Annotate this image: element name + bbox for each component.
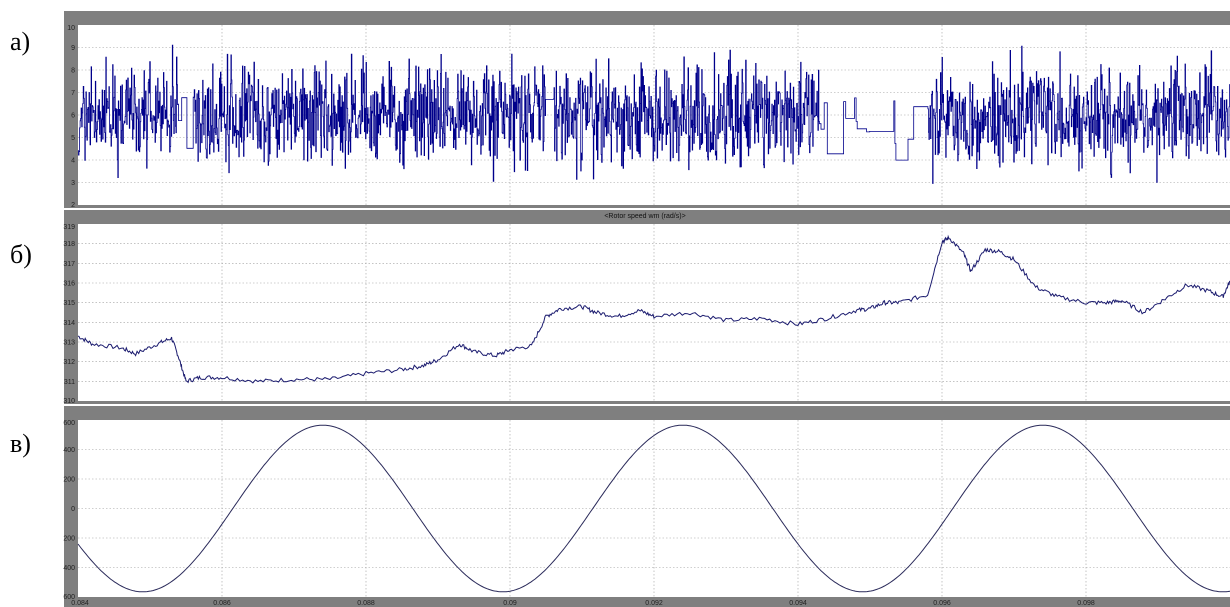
- panel-b-ytick-labels: 310 311 312 313 314 315 316 317 318 319: [63, 224, 75, 405]
- ytick-label: 200: [63, 536, 75, 543]
- ytick-label: 315: [63, 300, 75, 307]
- xtick-label: 0.084: [71, 600, 89, 607]
- panel-a-axes: 2 3 4 5 6 7 8 9 10: [67, 25, 1230, 209]
- ytick-label: 3: [71, 180, 75, 187]
- ytick-label: 0: [71, 506, 75, 513]
- xtick-label: 0.088: [357, 600, 375, 607]
- panel-b-letter: б): [10, 240, 32, 269]
- ytick-label: 10: [67, 25, 75, 32]
- ytick-label: 400: [63, 565, 75, 572]
- ytick-label: 7: [71, 90, 75, 97]
- panel-c-grid: [78, 420, 1230, 597]
- xtick-label: 0.094: [789, 600, 807, 607]
- panel-a-series-line: [78, 44, 1230, 184]
- panel-b-axes: 310 311 312 313 314 315 316 317 318 319: [63, 224, 1230, 405]
- ytick-label: 2: [71, 202, 75, 209]
- xtick-label: 0.09: [503, 600, 517, 607]
- ytick-label: 200: [63, 477, 75, 484]
- ytick-label: 600: [63, 420, 75, 427]
- xtick-label: 0.086: [213, 600, 231, 607]
- panel-b-series-line: [77, 234, 1230, 384]
- ytick-label: 316: [63, 281, 75, 288]
- panel-b-title: <Rotor speed wm (rad/s)>: [604, 213, 685, 220]
- panel-c-letter: в): [10, 429, 31, 458]
- panel-c-ytick-labels: 600 400 200 0 200 400 600: [63, 420, 75, 601]
- ytick-label: 318: [63, 241, 75, 248]
- xtick-label: 0.096: [933, 600, 951, 607]
- ytick-label: 311: [64, 379, 75, 386]
- ytick-label: 319: [63, 224, 75, 231]
- ytick-label: 4: [71, 158, 75, 165]
- ytick-label: 312: [63, 359, 75, 366]
- panel-a-ytick-labels: 2 3 4 5 6 7 8 9 10: [67, 25, 75, 209]
- ytick-label: 313: [63, 340, 75, 347]
- ytick-label: 9: [71, 45, 75, 52]
- panel-c-xtick-labels: 0.084 0.086 0.088 0.09 0.092 0.094 0.096 0.098: [71, 600, 1095, 607]
- ytick-label: 400: [63, 447, 75, 454]
- panel-c-series-line: [77, 424, 1230, 593]
- ytick-label: 6: [71, 113, 75, 120]
- ytick-label: 310: [63, 398, 75, 405]
- ytick-label: 600: [63, 594, 75, 601]
- ytick-label: 314: [63, 320, 75, 327]
- panel-a-letter: а): [10, 27, 30, 56]
- ytick-label: 317: [63, 261, 75, 268]
- xtick-label: 0.092: [645, 600, 663, 607]
- xtick-label: 0.098: [1077, 600, 1095, 607]
- panel-b-grid: [78, 224, 1230, 401]
- ytick-label: 5: [71, 135, 75, 142]
- ytick-label: 8: [71, 68, 75, 75]
